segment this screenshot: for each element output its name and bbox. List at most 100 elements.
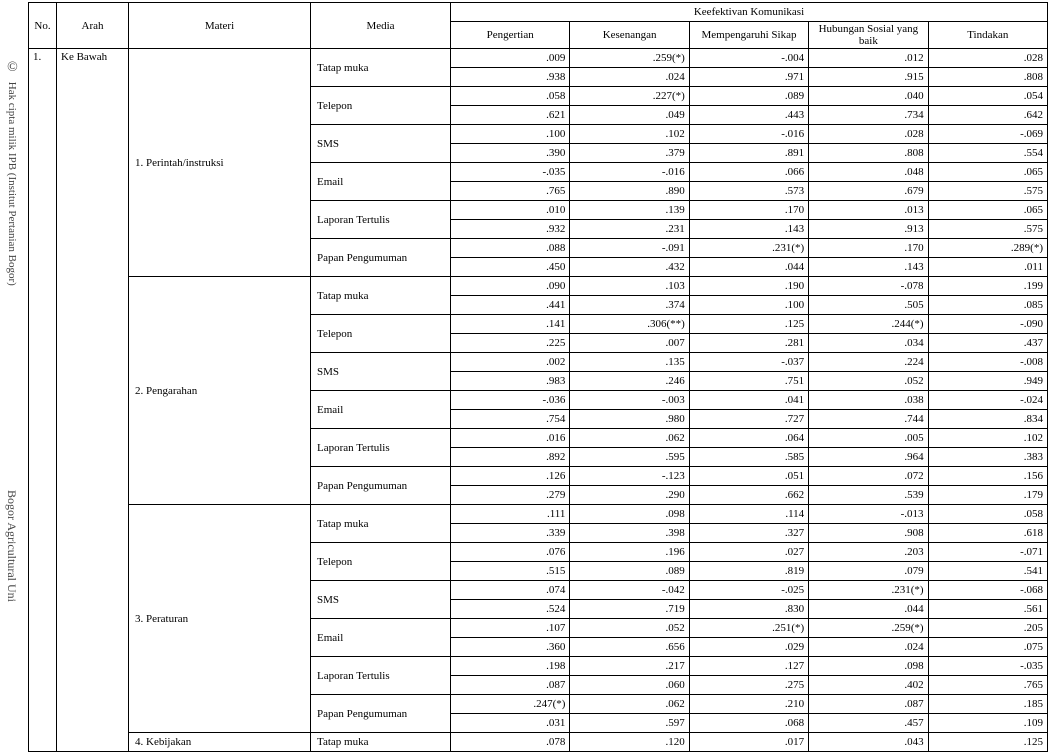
table-cell: .441 (451, 296, 570, 315)
table-cell: -.091 (570, 239, 689, 258)
cell-materi-4: 4. Kebijakan (129, 733, 311, 752)
table-cell: .437 (928, 334, 1047, 353)
table-cell: -.004 (689, 49, 808, 68)
table-cell: .074 (451, 581, 570, 600)
table-cell: -.037 (689, 353, 808, 372)
table-cell: -.035 (451, 163, 570, 182)
table-cell: .374 (570, 296, 689, 315)
table-cell: .398 (570, 524, 689, 543)
table-cell: .002 (451, 353, 570, 372)
table-cell: .062 (570, 695, 689, 714)
table-cell: .170 (809, 239, 928, 258)
table-cell: -.078 (809, 277, 928, 296)
cell-media: Laporan Tertulis (311, 657, 451, 695)
table-cell: .102 (928, 429, 1047, 448)
header-col-0: Pengertian (451, 22, 570, 49)
table-cell: .139 (570, 201, 689, 220)
table-cell: .098 (809, 657, 928, 676)
watermark-top: © Hak cipta milik IPB (Institut Pertania… (4, 60, 20, 286)
table-cell: .079 (809, 562, 928, 581)
table-cell: .087 (451, 676, 570, 695)
table-cell: .327 (689, 524, 808, 543)
table-cell: .217 (570, 657, 689, 676)
table-cell: -.071 (928, 543, 1047, 562)
table-cell: .205 (928, 619, 1047, 638)
table-cell: .049 (570, 106, 689, 125)
table-cell: .024 (570, 68, 689, 87)
cell-media: SMS (311, 581, 451, 619)
table-cell: .141 (451, 315, 570, 334)
table-cell: -.042 (570, 581, 689, 600)
table-cell: .891 (689, 144, 808, 163)
table-cell: .043 (809, 733, 928, 752)
cell-media: Tatap muka (311, 49, 451, 87)
cell-media: Laporan Tertulis (311, 429, 451, 467)
table-cell: .432 (570, 258, 689, 277)
table-cell: .231(*) (809, 581, 928, 600)
table-cell: .443 (689, 106, 808, 125)
table-cell: .062 (570, 429, 689, 448)
table-cell: .060 (570, 676, 689, 695)
table-cell: .541 (928, 562, 1047, 581)
table-cell: .038 (809, 391, 928, 410)
cell-media: Telepon (311, 87, 451, 125)
table-cell: .621 (451, 106, 570, 125)
cell-media: Telepon (311, 543, 451, 581)
table-cell: .932 (451, 220, 570, 239)
table-cell: .980 (570, 410, 689, 429)
table-cell: .662 (689, 486, 808, 505)
cell-materi-1: 1. Perintah/instruksi (129, 49, 311, 277)
cell-media: Email (311, 391, 451, 429)
table-cell: .938 (451, 68, 570, 87)
table-cell: .051 (689, 467, 808, 486)
cell-media: Laporan Tertulis (311, 201, 451, 239)
table-cell: .196 (570, 543, 689, 562)
table-cell: -.069 (928, 125, 1047, 144)
table-cell: .102 (570, 125, 689, 144)
table-cell: .143 (809, 258, 928, 277)
table-cell: .068 (689, 714, 808, 733)
watermark-top-text: Hak cipta milik IPB (Institut Pertanian … (6, 82, 18, 286)
table-cell: .383 (928, 448, 1047, 467)
table-cell: .075 (928, 638, 1047, 657)
cell-media: Papan Pengumuman (311, 239, 451, 277)
table-cell: .983 (451, 372, 570, 391)
cell-arah: Ke Bawah (57, 49, 129, 752)
table-cell: -.008 (928, 353, 1047, 372)
table-cell: .198 (451, 657, 570, 676)
table-cell: .066 (689, 163, 808, 182)
table-cell: .040 (809, 87, 928, 106)
table-cell: .085 (928, 296, 1047, 315)
table-cell: .120 (570, 733, 689, 752)
table-cell: .199 (928, 277, 1047, 296)
table-cell: .087 (809, 695, 928, 714)
table-cell: .107 (451, 619, 570, 638)
table-cell: .819 (689, 562, 808, 581)
table-cell: .964 (809, 448, 928, 467)
table-cell: .111 (451, 505, 570, 524)
cell-media: Email (311, 619, 451, 657)
table-cell: .054 (928, 87, 1047, 106)
table-cell: .203 (809, 543, 928, 562)
cell-media: Tatap muka (311, 733, 451, 752)
table-cell: .065 (928, 201, 1047, 220)
table-cell: -.016 (689, 125, 808, 144)
table-cell: .505 (809, 296, 928, 315)
table-cell: .013 (809, 201, 928, 220)
table-cell: .078 (451, 733, 570, 752)
header-group: Keefektivan Komunikasi (451, 3, 1048, 22)
header-arah: Arah (57, 3, 129, 49)
table-cell: .830 (689, 600, 808, 619)
table-cell: .247(*) (451, 695, 570, 714)
cell-media: Tatap muka (311, 277, 451, 315)
table-cell: -.068 (928, 581, 1047, 600)
table-cell: .007 (570, 334, 689, 353)
table-cell: .179 (928, 486, 1047, 505)
table-cell: .244(*) (809, 315, 928, 334)
table-cell: .734 (809, 106, 928, 125)
table-cell: -.036 (451, 391, 570, 410)
table-cell: .539 (809, 486, 928, 505)
table-cell: .971 (689, 68, 808, 87)
table-cell: .379 (570, 144, 689, 163)
table-cell: .076 (451, 543, 570, 562)
